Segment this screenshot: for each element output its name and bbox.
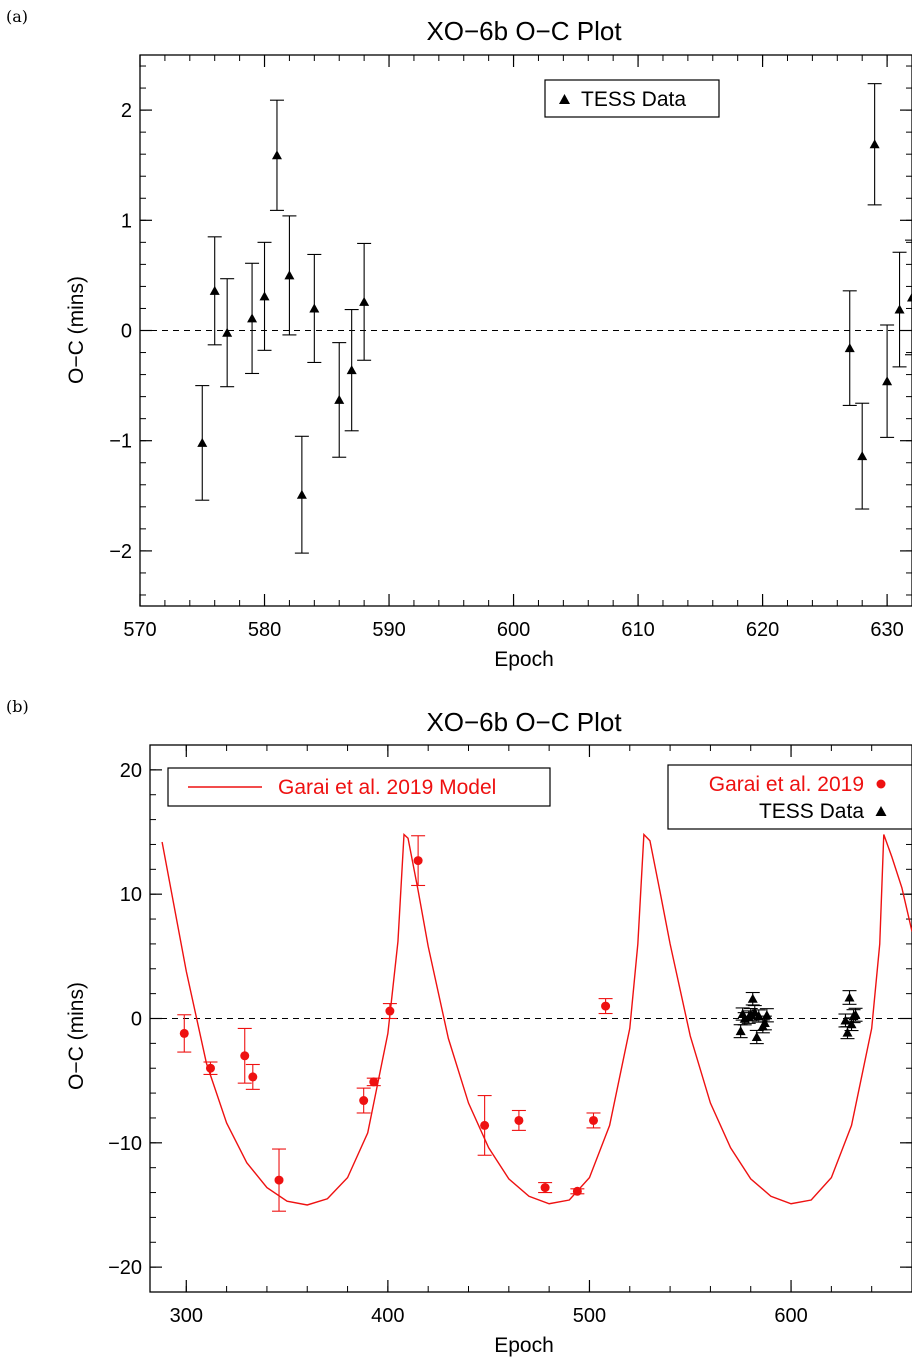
x-tick-label: 500: [573, 1305, 606, 1327]
x-tick-label: 590: [372, 619, 405, 641]
data-point-triangle: [894, 304, 905, 314]
data-point-triangle: [751, 1032, 762, 1042]
legend-marker-tess-a: [559, 94, 570, 104]
x-tick-label: 600: [497, 619, 530, 641]
legend-label-tess-b: TESS Data: [759, 800, 864, 823]
y-tick-label: 0: [131, 1009, 142, 1031]
y-tick-label: 2: [121, 100, 132, 122]
data-point-triangle: [309, 303, 320, 313]
x-tick-label: 600: [774, 1305, 807, 1327]
data-point-triangle: [761, 1010, 772, 1020]
data-point-triangle: [359, 296, 370, 306]
data-point-circle: [601, 1001, 611, 1011]
data-point-circle: [480, 1120, 490, 1130]
x-tick-label: 580: [248, 619, 281, 641]
y-tick-label: −1: [109, 431, 132, 453]
data-point-triangle: [882, 376, 893, 386]
y-tick-label: −2: [109, 541, 132, 563]
x-tick-label: 570: [123, 619, 156, 641]
x-tick-label: 620: [746, 619, 779, 641]
tick-labels-b: 300 400 500 600 −20 −10 0 10 20: [108, 760, 808, 1327]
data-point-triangle: [247, 313, 258, 323]
legend-label-tess-a: TESS Data: [581, 88, 686, 111]
data-point-triangle: [850, 1009, 861, 1019]
data-point-triangle: [259, 291, 270, 301]
legend-marker-garai-b: [876, 779, 886, 789]
legend-a: TESS Data: [544, 79, 720, 118]
data-point-triangle: [753, 1011, 764, 1021]
x-tick-label: 300: [170, 1305, 203, 1327]
model-curve-b: [161, 832, 912, 1206]
data-point-triangle: [844, 992, 855, 1002]
x-axis-label-a: Epoch: [494, 648, 554, 671]
y-tick-label: −10: [108, 1133, 142, 1155]
chart-title-a: XO−6b O−C Plot: [426, 16, 622, 46]
y-tick-label: 20: [120, 760, 142, 782]
data-point-circle: [413, 856, 423, 866]
data-point-triangle: [222, 327, 233, 337]
data-point-triangle: [846, 1019, 857, 1029]
data-point-triangle: [747, 993, 758, 1003]
chart-panel-a: (a) XO−6b O−C Plot Epoch O−C (mins) 570 5…: [6, 7, 912, 671]
data-point-circle: [514, 1115, 524, 1125]
panel-label-b: (b): [6, 697, 29, 716]
x-tick-label: 630: [870, 619, 903, 641]
data-point-triangle: [346, 365, 357, 375]
data-point-circle: [359, 1096, 369, 1106]
data-marks-b: [177, 835, 863, 1212]
data-point-triangle: [209, 285, 220, 295]
legend-marker-tess-b: [875, 806, 887, 816]
data-point-triangle: [284, 270, 295, 280]
data-point-circle: [274, 1175, 284, 1185]
x-axis-label-b: Epoch: [494, 1334, 554, 1357]
data-point-circle: [572, 1186, 582, 1196]
legend-box-model-b: [167, 767, 551, 807]
data-point-circle: [248, 1072, 258, 1082]
data-point-circle: [240, 1051, 250, 1061]
data-point-circle: [588, 1115, 598, 1125]
y-axis-label-a: O−C (mins): [65, 276, 88, 384]
x-tick-label: 400: [371, 1305, 404, 1327]
data-point-circle: [205, 1063, 215, 1073]
tick-labels-a: 570 580 590 600 610 620 630 −2 −1 0 1 2: [109, 100, 904, 641]
data-point-triangle: [842, 1027, 853, 1037]
data-point-triangle: [745, 1009, 756, 1019]
y-axis-label-b: O−C (mins): [65, 982, 88, 1090]
data-point-triangle: [735, 1026, 746, 1036]
data-point-triangle: [869, 139, 880, 149]
y-tick-label: 0: [121, 321, 132, 343]
legend-box-a: [544, 79, 720, 118]
model-curve-line: [161, 832, 912, 1206]
y-tick-label: −20: [108, 1257, 142, 1279]
data-point-triangle: [197, 437, 208, 447]
data-point-triangle: [296, 489, 307, 499]
legend-label-model-b: Garai et al. 2019 Model: [278, 776, 496, 799]
data-point-triangle: [334, 394, 345, 404]
panel-label-a: (a): [6, 7, 28, 26]
y-tick-label: 10: [120, 884, 142, 906]
data-point-circle: [385, 1006, 395, 1016]
data-point-circle: [179, 1028, 189, 1038]
legend-box-data-b: [667, 764, 912, 830]
data-point-triangle: [844, 343, 855, 353]
y-tick-label: 1: [121, 210, 132, 232]
chart-title-b: XO−6b O−C Plot: [426, 707, 622, 737]
legend-label-garai-b: Garai et al. 2019: [709, 773, 864, 796]
data-point-circle: [369, 1077, 379, 1087]
data-point-triangle: [759, 1017, 770, 1027]
legend-data-b: Garai et al. 2019 TESS Data: [667, 764, 912, 830]
x-tick-label: 610: [621, 619, 654, 641]
data-point-triangle: [271, 150, 282, 160]
legend-model-b: Garai et al. 2019 Model: [167, 767, 551, 807]
chart-panel-b: (b) XO−6b O−C Plot Epoch O−C (mins) 300 4…: [6, 697, 912, 1357]
data-point-circle: [540, 1183, 550, 1193]
data-marks-a: [195, 83, 912, 554]
data-point-triangle: [857, 451, 868, 461]
data-point-triangle: [907, 292, 912, 302]
